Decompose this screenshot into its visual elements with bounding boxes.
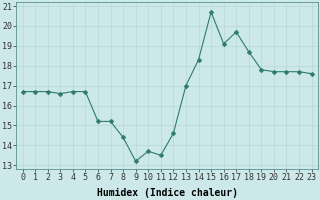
X-axis label: Humidex (Indice chaleur): Humidex (Indice chaleur) (97, 188, 237, 198)
